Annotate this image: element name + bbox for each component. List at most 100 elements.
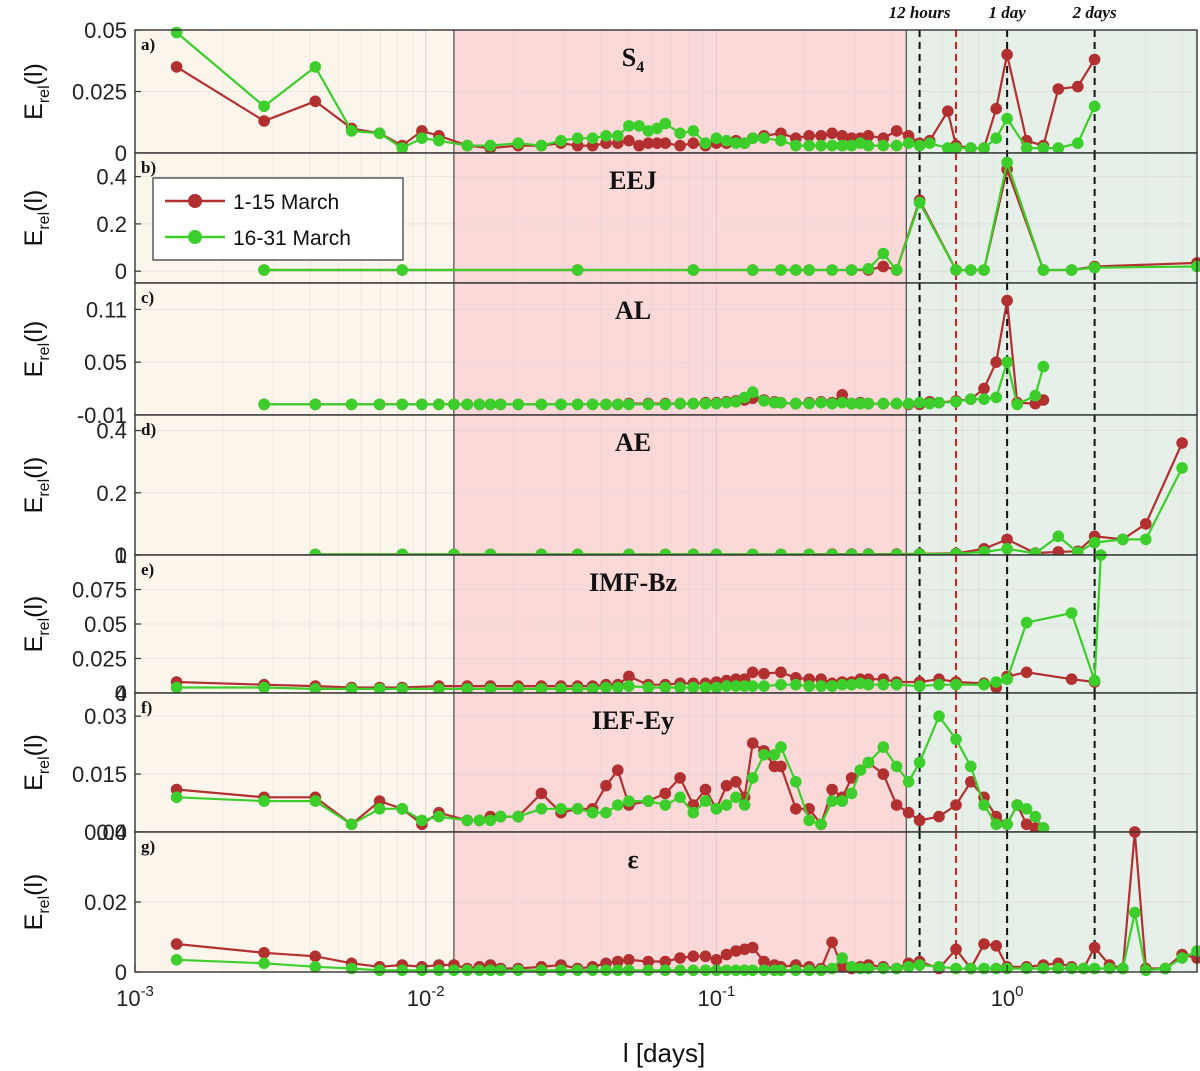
- data-point: [473, 814, 486, 827]
- data-point: [258, 795, 270, 807]
- data-point: [373, 683, 386, 695]
- data-point: [990, 676, 1002, 688]
- data-point: [902, 776, 915, 788]
- y-tick-label: 0.025: [72, 80, 127, 105]
- data-point: [699, 397, 712, 410]
- data-point: [309, 683, 322, 695]
- data-point: [535, 964, 548, 977]
- data-point: [600, 964, 612, 977]
- data-point: [1065, 264, 1078, 276]
- data-point: [950, 799, 962, 811]
- shaded-region-1: [453, 693, 907, 832]
- data-point: [659, 964, 672, 977]
- data-point: [309, 961, 322, 973]
- data-point: [461, 139, 474, 152]
- data-point: [815, 139, 827, 152]
- data-point: [461, 683, 474, 695]
- data-point: [623, 670, 635, 683]
- y-tick-label: 0.05: [84, 350, 127, 375]
- y-tick-label: 0.05: [84, 18, 127, 43]
- legend-label: 1-15 March: [233, 191, 339, 214]
- data-point: [978, 264, 990, 276]
- panel-f: 0.0 0.015 0.034 f) IEF-Ey Erel(l): [20, 681, 1198, 845]
- data-point: [1020, 616, 1033, 629]
- data-point: [396, 803, 409, 815]
- data-point: [659, 799, 672, 811]
- data-point: [659, 955, 672, 968]
- data-point: [746, 737, 759, 749]
- data-point: [836, 795, 848, 807]
- data-point: [902, 137, 915, 149]
- x-tick-label: 10-1: [697, 983, 735, 1011]
- data-point: [461, 814, 474, 827]
- data-point: [923, 137, 936, 149]
- data-point: [836, 396, 848, 409]
- data-point: [612, 130, 624, 142]
- data-point: [877, 139, 890, 152]
- data-point: [674, 681, 686, 694]
- data-point: [710, 681, 723, 694]
- data-point: [978, 382, 990, 395]
- data-point: [826, 783, 838, 796]
- data-point: [790, 397, 802, 410]
- data-point: [642, 125, 655, 137]
- y-axis-label: Erel(l): [20, 596, 53, 653]
- data-point: [586, 398, 599, 411]
- data-point: [790, 803, 802, 815]
- reference-line-labels: 12 hours 1 day 2 days: [889, 3, 1117, 22]
- data-point: [862, 756, 875, 769]
- data-point: [913, 959, 926, 971]
- data-point: [730, 137, 742, 149]
- y-tick-label: 0.0: [96, 820, 127, 845]
- data-point: [730, 945, 742, 957]
- data-point: [746, 941, 759, 954]
- y-tick-label: 1: [115, 543, 127, 568]
- data-point: [1140, 533, 1152, 546]
- data-point: [950, 733, 962, 746]
- data-point: [965, 393, 977, 406]
- data-point: [642, 795, 655, 807]
- data-point: [710, 132, 723, 144]
- y-tick-label: 0.025: [72, 647, 127, 672]
- reference-line-label: 2 days: [1072, 3, 1117, 22]
- data-point: [623, 120, 635, 132]
- data-point: [790, 964, 802, 977]
- data-point: [674, 127, 686, 140]
- data-point: [642, 964, 655, 977]
- data-point: [845, 772, 858, 784]
- data-point: [965, 776, 977, 788]
- data-point: [258, 115, 270, 127]
- data-point: [738, 680, 751, 692]
- y-tick-label: 0: [115, 543, 127, 568]
- data-point: [433, 964, 445, 977]
- data-point: [699, 964, 712, 977]
- data-point: [535, 803, 548, 815]
- data-point: [775, 760, 787, 773]
- data-point: [862, 397, 875, 410]
- data-point: [1088, 941, 1101, 954]
- data-point: [738, 799, 751, 811]
- data-point: [710, 803, 723, 815]
- shaded-region-2: [906, 415, 1197, 555]
- data-point: [674, 397, 686, 410]
- data-point: [1020, 803, 1033, 815]
- y-tick-label: 0.05: [84, 612, 127, 637]
- data-point: [600, 681, 612, 694]
- panel-tag: d): [141, 420, 156, 439]
- data-point: [1037, 360, 1050, 373]
- data-point: [612, 681, 624, 694]
- data-point: [612, 964, 624, 977]
- data-point: [555, 683, 567, 695]
- data-point: [862, 130, 875, 142]
- data-point: [730, 791, 742, 804]
- data-point: [396, 264, 409, 276]
- data-point: [1088, 674, 1101, 687]
- data-point: [396, 964, 409, 977]
- data-point: [659, 681, 672, 694]
- data-point: [775, 666, 787, 679]
- data-point: [612, 955, 624, 968]
- data-point: [720, 799, 733, 811]
- data-point: [586, 132, 599, 144]
- data-point: [913, 196, 926, 209]
